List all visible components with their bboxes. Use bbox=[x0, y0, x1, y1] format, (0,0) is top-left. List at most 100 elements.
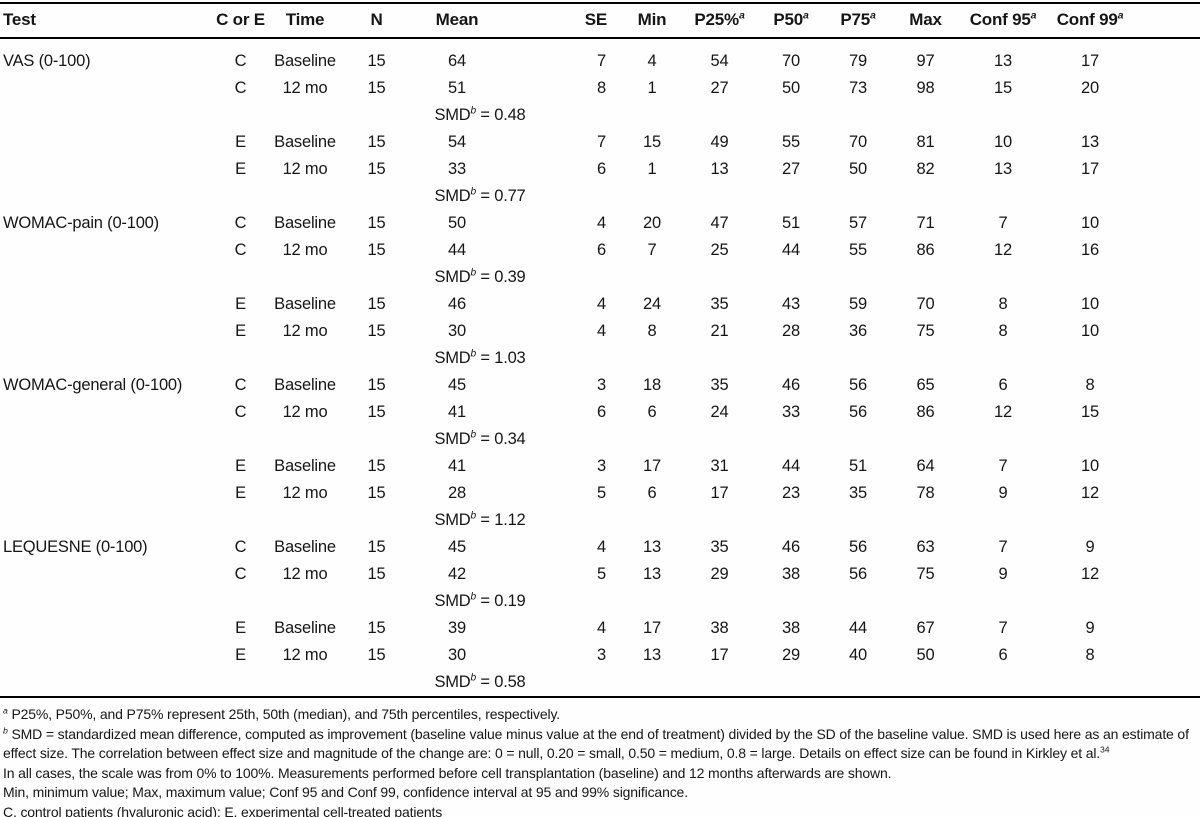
smd-value-cell: SMDb = 0.58 bbox=[434, 672, 526, 691]
value-cell-n: 15 bbox=[367, 214, 386, 232]
empty-cell bbox=[890, 345, 961, 372]
data-row: E Baseline 15 41 3 17 31 44 51 64 7 10 bbox=[0, 453, 1200, 480]
arm-cell bbox=[210, 426, 271, 453]
value-cell-p25: 35 bbox=[710, 376, 729, 394]
value-cell-mean: 46 bbox=[448, 295, 466, 313]
time-cell: 12 mo bbox=[282, 403, 328, 421]
data-row: E Baseline 15 39 4 17 38 38 44 67 7 9 bbox=[0, 615, 1200, 642]
empty-cell bbox=[961, 588, 1045, 615]
value-cell-conf95: 13 bbox=[994, 160, 1012, 178]
value-cell-conf95: 8 bbox=[998, 295, 1008, 313]
footnote-marker-b: b bbox=[470, 591, 477, 603]
empty-cell bbox=[961, 345, 1045, 372]
arm-cell: C bbox=[234, 241, 247, 259]
arm-cell: E bbox=[235, 484, 246, 502]
test-label-cell: WOMAC-pain (0-100) bbox=[3, 214, 159, 232]
value-cell-n: 15 bbox=[367, 133, 386, 151]
value-cell-p25: 21 bbox=[710, 322, 729, 340]
empty-cell bbox=[683, 183, 756, 210]
test-label-cell bbox=[0, 561, 210, 588]
value-cell-conf99: 10 bbox=[1081, 457, 1099, 475]
value-cell-n: 15 bbox=[367, 160, 386, 178]
data-row: E 12 mo 15 28 5 6 17 23 35 78 9 12 bbox=[0, 480, 1200, 507]
value-cell-p75: 73 bbox=[849, 79, 867, 97]
empty-cell bbox=[621, 183, 683, 210]
value-cell-max: 64 bbox=[916, 457, 935, 475]
data-row: LEQUESNE (0-100) C Baseline 15 45 4 13 35 46 56 63… bbox=[0, 534, 1200, 561]
arm-cell: E bbox=[235, 646, 246, 664]
value-cell-mean: 41 bbox=[448, 403, 466, 421]
arm-cell bbox=[210, 588, 271, 615]
value-cell-min: 15 bbox=[643, 133, 661, 151]
value-cell-se: 5 bbox=[597, 484, 606, 502]
row-spacer bbox=[1135, 642, 1200, 669]
time-cell bbox=[271, 669, 339, 697]
value-cell-n: 15 bbox=[367, 52, 386, 70]
value-cell-p50: 70 bbox=[782, 52, 800, 70]
row-spacer bbox=[1135, 426, 1200, 453]
empty-cell bbox=[826, 507, 890, 534]
value-cell-se: 4 bbox=[597, 214, 606, 232]
value-cell-p75: 79 bbox=[849, 52, 867, 70]
arm-cell bbox=[210, 669, 271, 697]
value-cell-conf99: 12 bbox=[1081, 565, 1099, 583]
value-cell-p50: 50 bbox=[782, 79, 800, 97]
empty-cell bbox=[961, 507, 1045, 534]
empty-cell bbox=[1045, 588, 1135, 615]
empty-cell bbox=[826, 426, 890, 453]
smd-value-cell: SMDb = 0.48 bbox=[434, 105, 526, 124]
value-cell-max: 81 bbox=[916, 133, 935, 151]
row-spacer bbox=[1135, 291, 1200, 318]
time-cell: 12 mo bbox=[282, 565, 328, 583]
value-cell-conf95: 12 bbox=[994, 403, 1012, 421]
column-header-se: SE bbox=[500, 3, 621, 39]
column-header-p50: P50a bbox=[756, 3, 826, 39]
footnote-marker-b: b bbox=[470, 429, 477, 441]
value-cell-p75: 40 bbox=[849, 646, 867, 664]
value-cell-p25: 13 bbox=[710, 160, 729, 178]
value-cell-conf95: 7 bbox=[998, 619, 1008, 637]
footnote-marker-a: a bbox=[738, 9, 745, 22]
empty-cell bbox=[756, 669, 826, 697]
value-cell-max: 78 bbox=[916, 484, 935, 502]
value-cell-min: 18 bbox=[643, 376, 661, 394]
value-cell-mean: 33 bbox=[448, 160, 466, 178]
value-cell-conf99: 16 bbox=[1081, 241, 1099, 259]
column-header-p75: P75a bbox=[826, 3, 890, 39]
time-cell bbox=[271, 345, 339, 372]
value-cell-mean: 44 bbox=[448, 241, 466, 259]
footnotes: a P25%, P50%, and P75% represent 25th, 5… bbox=[3, 705, 1196, 817]
empty-cell bbox=[621, 426, 683, 453]
value-cell-mean: 50 bbox=[448, 214, 466, 232]
value-cell-conf99: 10 bbox=[1081, 322, 1099, 340]
empty-cell bbox=[826, 669, 890, 697]
empty-cell bbox=[756, 588, 826, 615]
empty-cell bbox=[890, 588, 961, 615]
row-spacer bbox=[1135, 264, 1200, 291]
arm-cell: C bbox=[234, 403, 247, 421]
empty-cell bbox=[961, 183, 1045, 210]
time-cell bbox=[271, 183, 339, 210]
value-cell-min: 4 bbox=[647, 52, 657, 70]
empty-cell bbox=[961, 264, 1045, 291]
data-row: VAS (0-100) C Baseline 15 64 7 4 54 70 79 97 13 17 bbox=[0, 38, 1200, 75]
value-cell-max: 86 bbox=[916, 403, 935, 421]
data-row: WOMAC-general (0-100) C Baseline 15 45 3 18 35 4… bbox=[0, 372, 1200, 399]
value-cell-se: 6 bbox=[597, 403, 606, 421]
row-spacer bbox=[1135, 480, 1200, 507]
value-cell-max: 70 bbox=[916, 295, 935, 313]
header-row: Test C or E Time N Mean SE Min P25%a P50a P75a Max… bbox=[0, 3, 1200, 39]
value-cell-p75: 51 bbox=[849, 457, 867, 475]
value-cell-se: 4 bbox=[597, 295, 606, 313]
value-cell-min: 13 bbox=[643, 538, 661, 556]
row-spacer bbox=[1135, 588, 1200, 615]
value-cell-p75: 56 bbox=[849, 376, 867, 394]
value-cell-p75: 55 bbox=[849, 241, 867, 259]
data-row: E 12 mo 15 33 6 1 13 27 50 82 13 17 bbox=[0, 156, 1200, 183]
arm-cell: C bbox=[234, 214, 247, 232]
smd-row: SMDb = 0.19 bbox=[0, 588, 1200, 615]
value-cell-conf99: 17 bbox=[1081, 52, 1099, 70]
footnote-marker-b: b bbox=[470, 267, 477, 279]
value-cell-se: 8 bbox=[597, 79, 606, 97]
value-cell-conf95: 7 bbox=[998, 538, 1008, 556]
